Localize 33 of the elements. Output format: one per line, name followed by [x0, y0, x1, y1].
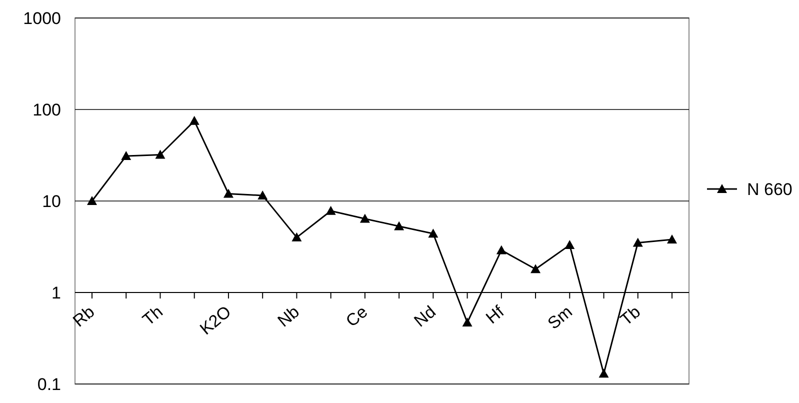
x-tick-label: Th [139, 302, 166, 330]
point [530, 264, 541, 274]
x-tick-label: Sm [544, 302, 576, 334]
x-tick-label: Hf [482, 302, 508, 328]
x-tick-label: Nb [274, 302, 303, 331]
x-tick-label: Ce [342, 302, 372, 331]
x-tick-label: Nd [410, 302, 440, 331]
y-tick-label: 1 [52, 283, 61, 302]
point [462, 318, 472, 327]
point [121, 151, 132, 160]
legend-label: N 660 [747, 180, 792, 199]
point [667, 234, 677, 244]
y-tick-label: 1000 [23, 8, 61, 28]
point [394, 221, 404, 230]
point [87, 196, 97, 205]
y-tick-label: 100 [32, 100, 61, 120]
point [189, 116, 200, 125]
x-tick-label: Tb [616, 302, 644, 330]
point [428, 228, 438, 238]
point [155, 150, 166, 159]
x-tick-label: K2O [196, 302, 235, 339]
y-tick-label: 10 [42, 192, 61, 211]
point [598, 368, 609, 378]
point [292, 232, 302, 242]
y-tick-label: 0.1 [37, 374, 61, 394]
x-tick-label: Rb [69, 302, 98, 331]
point [632, 238, 643, 247]
point [564, 240, 575, 250]
point [258, 190, 268, 200]
point [326, 206, 336, 215]
point [496, 245, 506, 254]
point [360, 214, 370, 223]
point [223, 188, 234, 198]
